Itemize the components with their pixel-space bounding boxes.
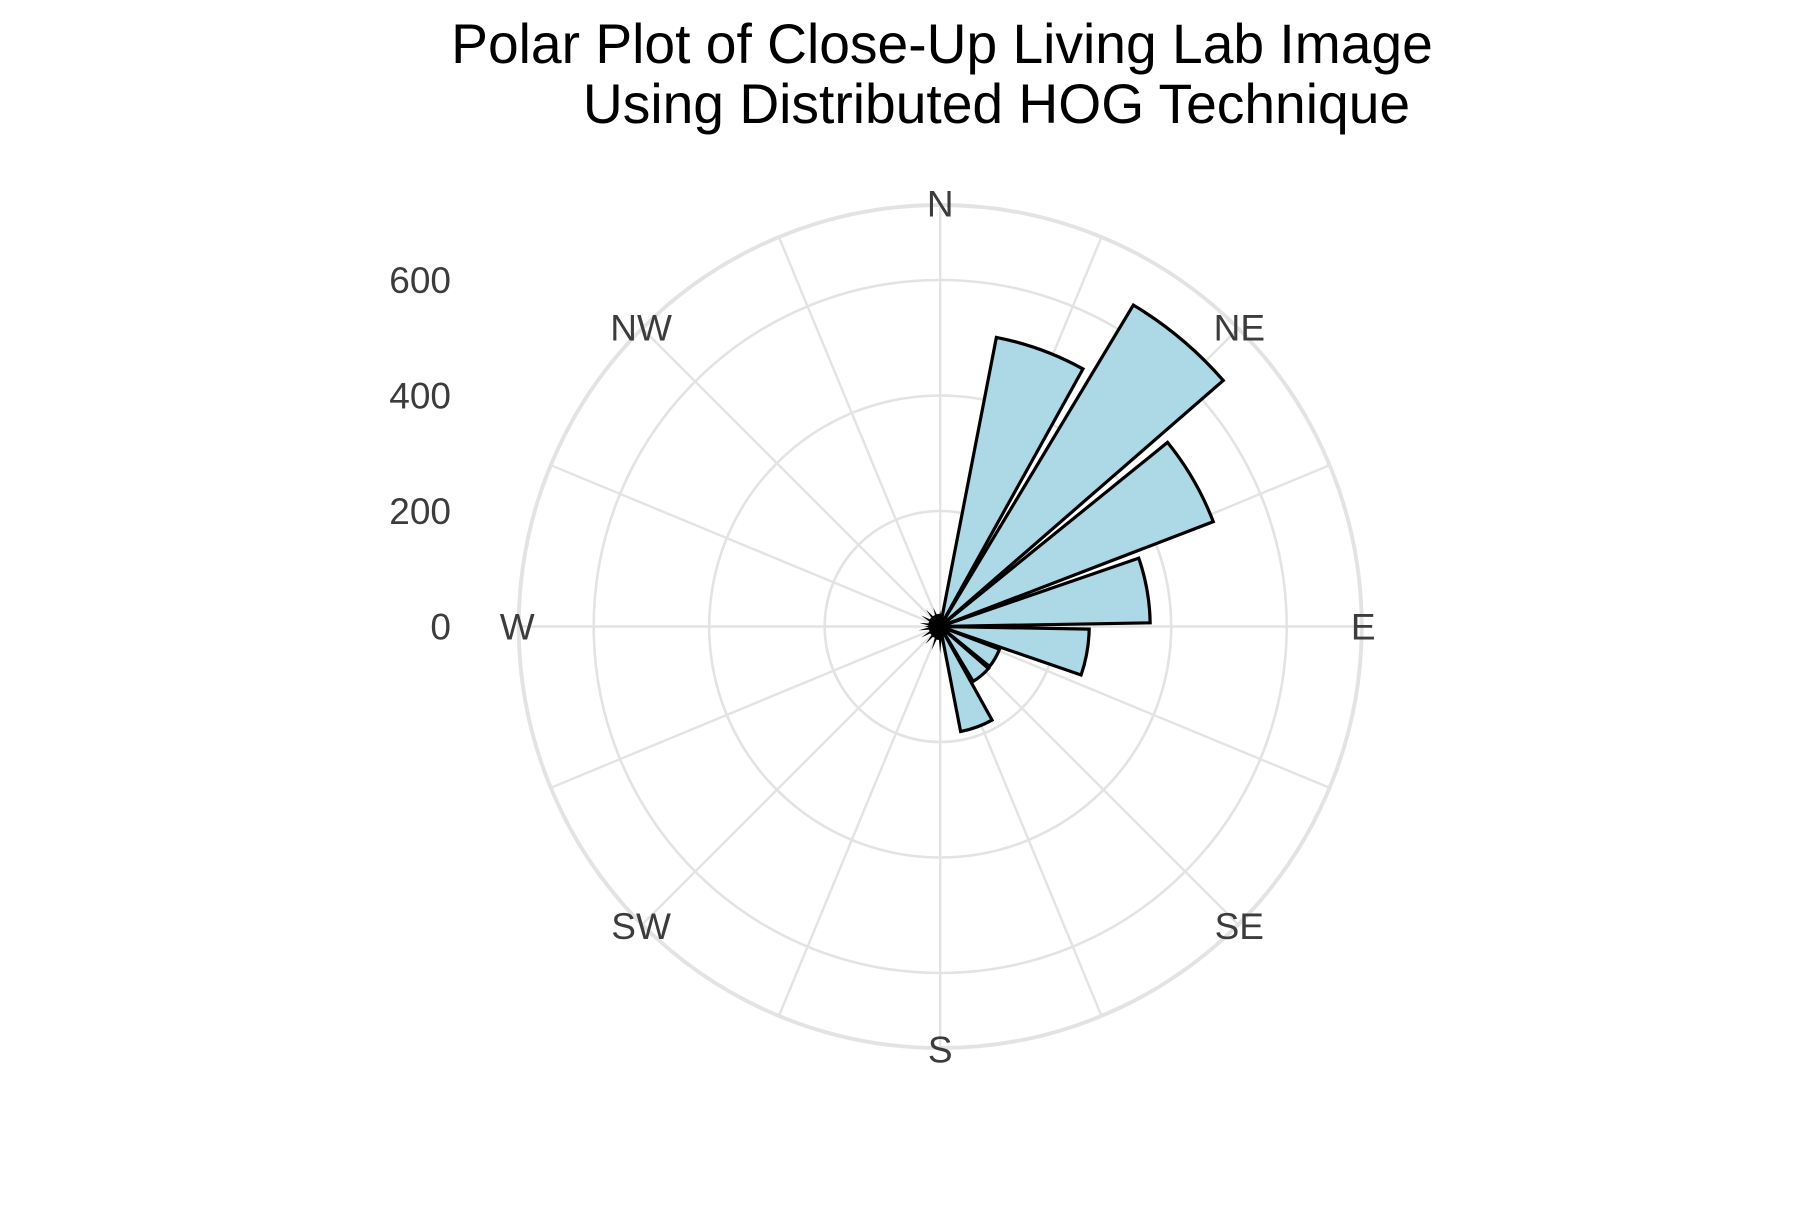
svg-text:W: W	[500, 607, 535, 648]
svg-text:600: 600	[389, 260, 451, 301]
svg-text:NE: NE	[1214, 308, 1265, 349]
svg-text:0: 0	[430, 607, 451, 648]
svg-text:SW: SW	[611, 906, 671, 947]
svg-text:400: 400	[389, 376, 451, 417]
svg-text:200: 200	[389, 491, 451, 532]
svg-text:N: N	[927, 184, 954, 225]
svg-text:E: E	[1351, 607, 1376, 648]
svg-text:Using Distributed HOG Techniqu: Using Distributed HOG Technique	[583, 73, 1410, 135]
svg-text:NW: NW	[610, 308, 672, 349]
svg-text:SE: SE	[1215, 906, 1264, 947]
svg-text:Polar Plot of Close-Up Living: Polar Plot of Close-Up Living Lab Image	[451, 13, 1433, 75]
svg-text:S: S	[928, 1030, 953, 1071]
